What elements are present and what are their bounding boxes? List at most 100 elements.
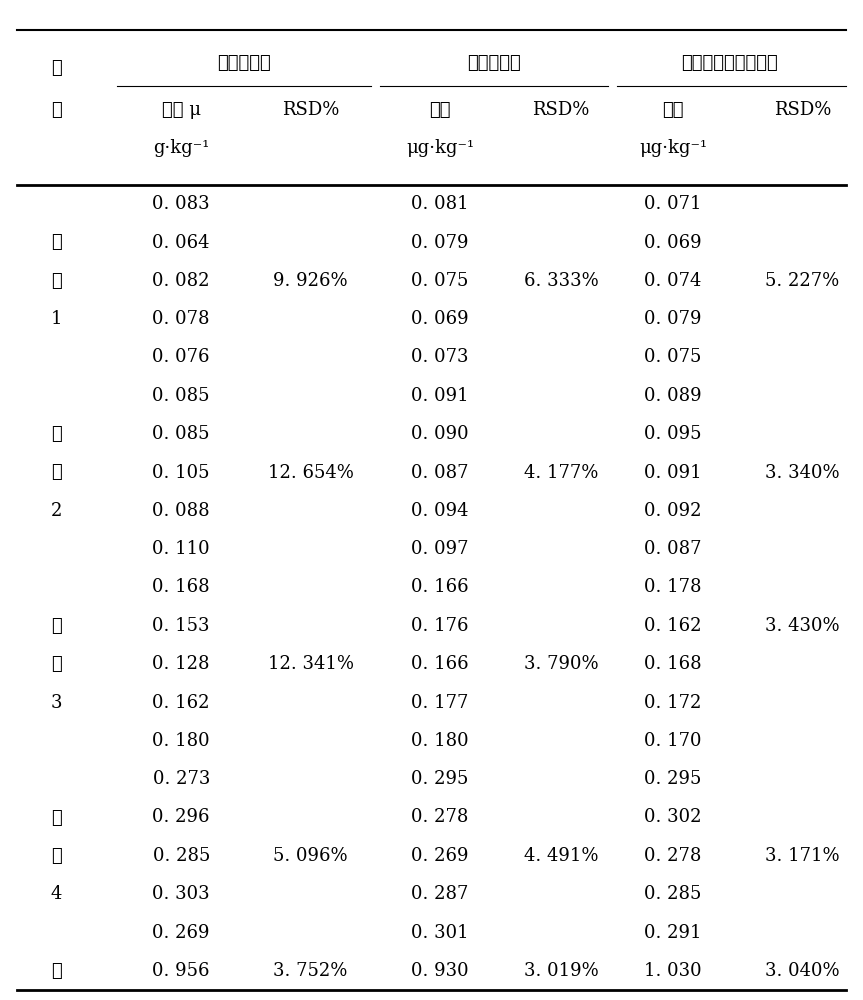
Text: 0. 091: 0. 091 xyxy=(412,387,469,405)
Text: 0. 069: 0. 069 xyxy=(645,233,702,251)
Text: 1: 1 xyxy=(50,310,62,328)
Text: 0. 079: 0. 079 xyxy=(645,310,702,328)
Text: 0. 291: 0. 291 xyxy=(645,924,702,942)
Text: 0. 087: 0. 087 xyxy=(645,540,702,558)
Text: 结果 μ: 结果 μ xyxy=(161,101,201,119)
Text: 冷冻区域熔炼萃取法: 冷冻区域熔炼萃取法 xyxy=(681,54,778,72)
Text: 0. 180: 0. 180 xyxy=(412,732,469,750)
Text: 3. 430%: 3. 430% xyxy=(765,617,840,635)
Text: 0. 075: 0. 075 xyxy=(412,272,469,290)
Text: 2: 2 xyxy=(50,502,62,520)
Text: g·kg⁻¹: g·kg⁻¹ xyxy=(153,139,210,157)
Text: 0. 168: 0. 168 xyxy=(645,655,702,673)
Text: 4: 4 xyxy=(50,885,62,903)
Text: 0. 092: 0. 092 xyxy=(645,502,702,520)
Text: 0. 269: 0. 269 xyxy=(153,924,210,942)
Text: 0. 073: 0. 073 xyxy=(412,349,469,366)
Text: 0. 128: 0. 128 xyxy=(153,655,210,673)
Text: 0. 180: 0. 180 xyxy=(153,732,210,750)
Text: 0. 295: 0. 295 xyxy=(645,770,702,788)
Text: 0. 091: 0. 091 xyxy=(645,464,702,482)
Text: 0. 097: 0. 097 xyxy=(412,540,469,558)
Text: 0. 069: 0. 069 xyxy=(412,310,469,328)
Text: 样: 样 xyxy=(51,233,61,251)
Text: 品: 品 xyxy=(51,272,61,290)
Text: 0. 178: 0. 178 xyxy=(645,578,702,596)
Text: 样: 样 xyxy=(51,962,61,980)
Text: 0. 278: 0. 278 xyxy=(412,808,469,826)
Text: 品: 品 xyxy=(51,655,61,673)
Text: 4. 177%: 4. 177% xyxy=(524,464,598,482)
Text: 0. 110: 0. 110 xyxy=(153,540,210,558)
Text: 0. 301: 0. 301 xyxy=(412,924,469,942)
Text: 0. 176: 0. 176 xyxy=(412,617,469,635)
Text: 样: 样 xyxy=(51,59,61,77)
Text: μg·kg⁻¹: μg·kg⁻¹ xyxy=(639,139,707,157)
Text: 0. 089: 0. 089 xyxy=(645,387,702,405)
Text: 3. 040%: 3. 040% xyxy=(765,962,840,980)
Text: 0. 083: 0. 083 xyxy=(153,195,210,213)
Text: 样: 样 xyxy=(51,425,61,443)
Text: 固相萃取法: 固相萃取法 xyxy=(467,54,521,72)
Text: 0. 303: 0. 303 xyxy=(153,885,210,903)
Text: 12. 654%: 12. 654% xyxy=(268,464,354,482)
Text: 品: 品 xyxy=(51,464,61,482)
Text: 0. 168: 0. 168 xyxy=(153,578,210,596)
Text: RSD%: RSD% xyxy=(532,101,589,119)
Text: 样: 样 xyxy=(51,617,61,635)
Text: 0. 081: 0. 081 xyxy=(412,195,469,213)
Text: 0. 162: 0. 162 xyxy=(153,694,210,712)
Text: 3. 019%: 3. 019% xyxy=(524,962,598,980)
Text: 0. 285: 0. 285 xyxy=(645,885,702,903)
Text: 0. 085: 0. 085 xyxy=(153,425,210,443)
Text: 0. 295: 0. 295 xyxy=(412,770,469,788)
Text: 5. 227%: 5. 227% xyxy=(765,272,840,290)
Text: 样: 样 xyxy=(51,808,61,826)
Text: 0. 302: 0. 302 xyxy=(645,808,702,826)
Text: 0. 085: 0. 085 xyxy=(153,387,210,405)
Text: 0. 094: 0. 094 xyxy=(412,502,469,520)
Text: 0. 162: 0. 162 xyxy=(645,617,702,635)
Text: 结果: 结果 xyxy=(663,101,683,119)
Text: 0. 172: 0. 172 xyxy=(645,694,702,712)
Text: 0. 956: 0. 956 xyxy=(153,962,210,980)
Text: 品: 品 xyxy=(51,101,61,119)
Text: 9. 926%: 9. 926% xyxy=(274,272,348,290)
Text: 0. 287: 0. 287 xyxy=(412,885,469,903)
Text: RSD%: RSD% xyxy=(774,101,831,119)
Text: 0. 064: 0. 064 xyxy=(153,233,210,251)
Text: 0. 269: 0. 269 xyxy=(412,847,469,865)
Text: μg·kg⁻¹: μg·kg⁻¹ xyxy=(406,139,474,157)
Text: 0. 075: 0. 075 xyxy=(645,349,702,366)
Text: 0. 074: 0. 074 xyxy=(645,272,702,290)
Text: 1. 030: 1. 030 xyxy=(645,962,702,980)
Text: 0. 088: 0. 088 xyxy=(153,502,210,520)
Text: 0. 078: 0. 078 xyxy=(153,310,210,328)
Text: 6. 333%: 6. 333% xyxy=(524,272,598,290)
Text: 0. 082: 0. 082 xyxy=(153,272,210,290)
Text: 5. 096%: 5. 096% xyxy=(274,847,348,865)
Text: 0. 278: 0. 278 xyxy=(645,847,702,865)
Text: 12. 341%: 12. 341% xyxy=(268,655,354,673)
Text: 0. 930: 0. 930 xyxy=(412,962,469,980)
Text: 0. 170: 0. 170 xyxy=(645,732,702,750)
Text: 0. 095: 0. 095 xyxy=(645,425,702,443)
Text: 0. 105: 0. 105 xyxy=(153,464,210,482)
Text: 0. 090: 0. 090 xyxy=(412,425,469,443)
Text: 0. 087: 0. 087 xyxy=(412,464,469,482)
Text: 0. 296: 0. 296 xyxy=(153,808,210,826)
Text: 0. 285: 0. 285 xyxy=(153,847,210,865)
Text: RSD%: RSD% xyxy=(282,101,339,119)
Text: 0. 071: 0. 071 xyxy=(645,195,702,213)
Text: 4. 491%: 4. 491% xyxy=(524,847,598,865)
Text: 3. 790%: 3. 790% xyxy=(524,655,598,673)
Text: 0. 076: 0. 076 xyxy=(153,349,210,366)
Text: 结果: 结果 xyxy=(430,101,450,119)
Text: 0. 177: 0. 177 xyxy=(412,694,469,712)
Text: 0. 273: 0. 273 xyxy=(153,770,210,788)
Text: 液液萃取法: 液液萃取法 xyxy=(217,54,271,72)
Text: 3: 3 xyxy=(50,694,62,712)
Text: 0. 166: 0. 166 xyxy=(412,655,469,673)
Text: 0. 153: 0. 153 xyxy=(153,617,210,635)
Text: 品: 品 xyxy=(51,847,61,865)
